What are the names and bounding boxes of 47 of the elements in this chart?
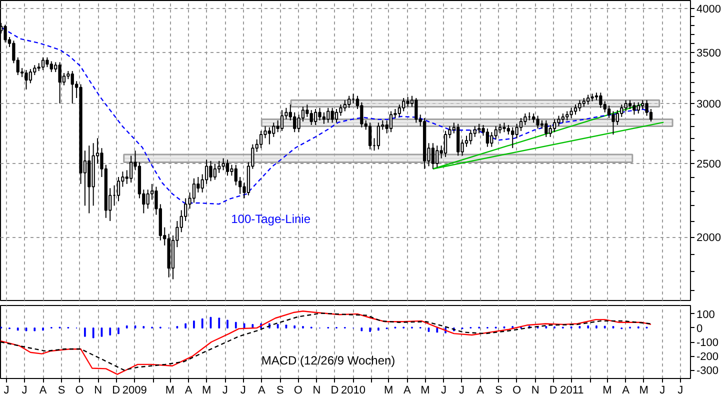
- y-tick-label: -200: [696, 351, 719, 364]
- x-tick-label: M: [602, 384, 612, 396]
- y-tick-label: 2500: [696, 158, 721, 171]
- x-tick-label: A: [258, 384, 266, 396]
- x-tick-label: 2009: [122, 384, 147, 396]
- x-tick-label: M: [202, 384, 212, 396]
- x-tick-label: D: [330, 384, 339, 396]
- annotation: MACD (12/26/9 Wochen): [261, 353, 396, 368]
- y-tick-label: -100: [696, 337, 719, 349]
- x-tick-label: J: [440, 384, 446, 396]
- x-tick-label: A: [184, 384, 193, 396]
- x-tick-label: J: [678, 384, 684, 396]
- x-tick-label: J: [660, 384, 666, 396]
- x-tick-label: 2010: [341, 384, 366, 396]
- x-tick-label: J: [240, 384, 246, 396]
- x-tick-label: O: [512, 384, 522, 396]
- x-tick-label: D: [112, 384, 120, 396]
- x-tick-label: 2011: [560, 384, 584, 396]
- x-tick-label: A: [404, 384, 412, 396]
- y-tick-label: 100: [696, 308, 715, 321]
- y-tick-label: 4000: [696, 4, 721, 16]
- x-tick-label: J: [458, 384, 464, 396]
- x-tick-label: J: [222, 384, 228, 396]
- x-tick-label: M: [420, 384, 430, 396]
- x-tick-label: O: [75, 384, 84, 396]
- x-tick-label: S: [276, 384, 284, 396]
- x-tick-label: S: [495, 384, 503, 396]
- y-tick-label: 3500: [696, 48, 721, 60]
- x-tick-label: O: [294, 384, 303, 396]
- series-label: 100-Tage-Linie: [231, 212, 311, 226]
- x-tick-label: D: [549, 384, 558, 396]
- y-tick-label: 0: [696, 322, 703, 335]
- x-tick-label: A: [476, 384, 485, 396]
- y-tick-label: 3000: [696, 98, 721, 110]
- x-tick-label: S: [58, 384, 66, 396]
- x-tick-label: A: [622, 384, 630, 396]
- x-tick-label: J: [4, 384, 10, 396]
- x-tick-label: M: [639, 384, 648, 396]
- x-tick-label: M: [384, 384, 394, 396]
- x-tick-label: N: [531, 384, 540, 396]
- x-tick-label: J: [22, 384, 28, 396]
- x-tick-label: N: [94, 384, 102, 396]
- y-tick-label: -300: [696, 365, 719, 378]
- x-tick-label: M: [165, 384, 175, 396]
- x-tick-label: A: [39, 384, 48, 396]
- y-tick-label: 2000: [696, 232, 721, 244]
- x-tick-label: N: [312, 384, 321, 396]
